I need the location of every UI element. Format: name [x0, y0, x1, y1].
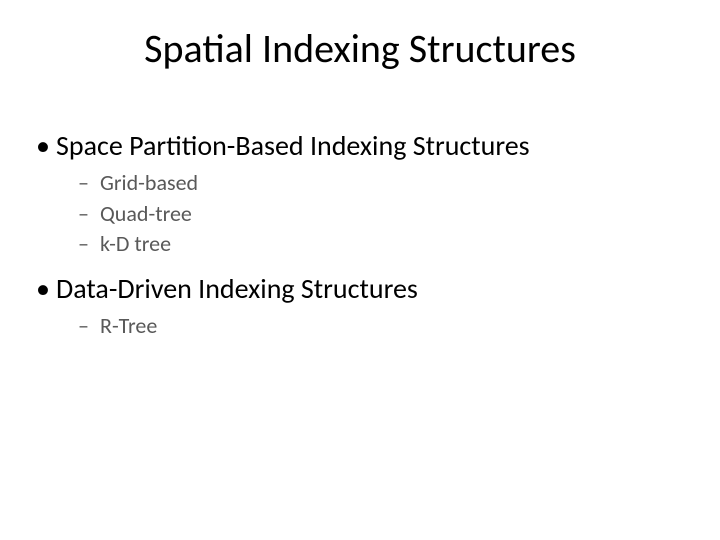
bullet-lvl2: –k-D tree: [78, 230, 684, 259]
bullet-text: Quad-tree: [100, 200, 192, 227]
slide-title: Spatial Indexing Structures: [0, 24, 720, 73]
bullet-dot-icon: •: [36, 271, 56, 306]
slide-body: •Space Partition-Based Indexing Structur…: [36, 128, 684, 352]
bullet-dot-icon: •: [36, 128, 56, 163]
bullet-lvl2-group: –Grid-based –Quad-tree –k-D tree: [78, 169, 684, 259]
dash-icon: –: [78, 230, 100, 259]
dash-icon: –: [78, 200, 100, 229]
bullet-lvl2: –Quad-tree: [78, 200, 684, 229]
bullet-lvl1: •Space Partition-Based Indexing Structur…: [36, 128, 684, 163]
bullet-text: Grid-based: [100, 169, 198, 196]
bullet-text: Data-Driven Indexing Structures: [56, 271, 418, 306]
bullet-text: R-Tree: [100, 312, 157, 339]
slide: Spatial Indexing Structures •Space Parti…: [0, 0, 720, 540]
bullet-text: k-D tree: [100, 230, 171, 257]
bullet-text: Space Partition-Based Indexing Structure…: [56, 128, 530, 163]
bullet-lvl2: –Grid-based: [78, 169, 684, 198]
bullet-lvl2: –R-Tree: [78, 312, 684, 341]
dash-icon: –: [78, 312, 100, 341]
bullet-lvl1: •Data-Driven Indexing Structures: [36, 271, 684, 306]
bullet-lvl2-group: –R-Tree: [78, 312, 684, 341]
dash-icon: –: [78, 169, 100, 198]
